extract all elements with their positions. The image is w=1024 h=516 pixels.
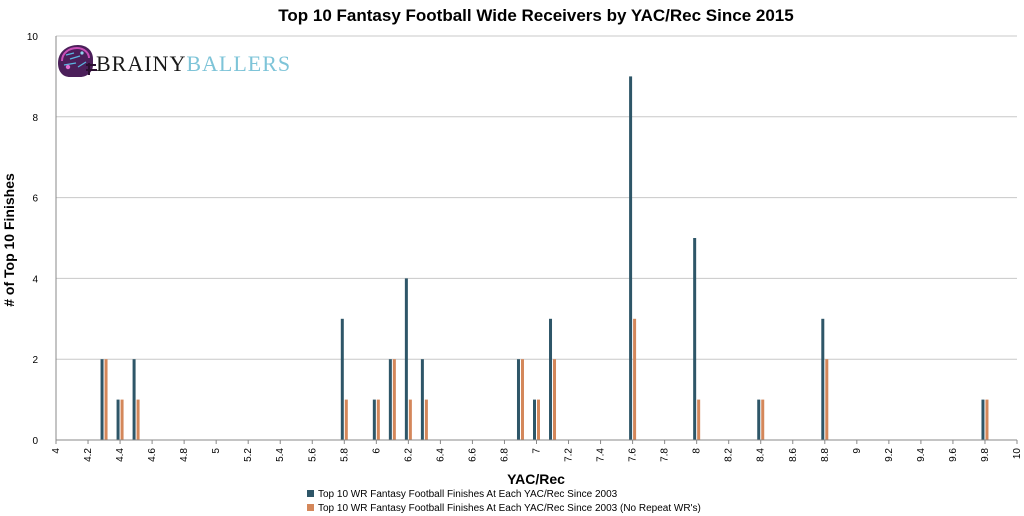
x-tick-label: 8.4 — [756, 448, 767, 462]
x-tick-label: 9.2 — [884, 448, 895, 462]
x-tick-label: 9 — [852, 448, 863, 454]
x-tick-label: 4.4 — [115, 448, 126, 462]
x-tick-label: 9.8 — [980, 448, 991, 462]
bar-series-1 — [516, 359, 520, 440]
bar-series-1 — [116, 399, 120, 440]
x-tick-label: 4 — [51, 448, 62, 454]
y-tick-label: 8 — [32, 113, 38, 124]
x-tick-label: 7 — [532, 448, 543, 454]
bar-series-2 — [104, 359, 108, 440]
bar-series-2 — [537, 399, 540, 440]
legend-swatch — [307, 490, 314, 497]
x-tick-label: 4.6 — [147, 448, 158, 462]
x-tick-label: 5.4 — [275, 448, 286, 462]
y-tick-label: 0 — [32, 436, 38, 447]
football-helmet-icon — [58, 45, 97, 77]
bar-series-1 — [821, 318, 825, 440]
y-axis-title: # of Top 10 Finishes — [1, 173, 17, 307]
bar-series-1 — [340, 318, 344, 440]
x-tick-label: 6.4 — [435, 448, 446, 462]
bar-group — [100, 76, 989, 441]
x-tick-label: 8.2 — [724, 448, 735, 462]
bar-series-1 — [388, 359, 392, 440]
legend-item-series-2: Top 10 WR Fantasy Football Finishes At E… — [307, 503, 701, 514]
axes — [55, 36, 1018, 444]
chart-title: Top 10 Fantasy Football Wide Receivers b… — [278, 6, 793, 25]
x-tick-label: 6.6 — [467, 448, 478, 462]
x-tick-label: 7.6 — [628, 448, 639, 462]
bar-series-1 — [100, 359, 104, 440]
bar-series-2 — [825, 359, 829, 440]
x-tick-label: 8 — [692, 448, 703, 454]
x-axis-title: YAC/Rec — [507, 471, 565, 487]
x-tick-label: 5 — [211, 448, 222, 454]
x-tick-label: 9.6 — [948, 448, 959, 462]
x-tick-label: 8.6 — [788, 448, 799, 462]
legend: Top 10 WR Fantasy Football Finishes At E… — [307, 489, 701, 514]
bar-series-2 — [424, 399, 428, 440]
svg-text:BRAINYBALLERS: BRAINYBALLERS — [96, 51, 291, 76]
y-tick-labels: 0 2 4 6 8 10 — [27, 32, 39, 447]
y-tick-label: 4 — [32, 274, 38, 285]
bar-series-2 — [553, 359, 557, 440]
legend-item-series-1: Top 10 WR Fantasy Football Finishes At E… — [307, 489, 618, 500]
bar-series-2 — [633, 318, 637, 440]
x-tick-label: 6 — [371, 448, 382, 454]
bar-series-1 — [420, 359, 424, 440]
y-tick-label: 6 — [32, 194, 38, 205]
bar-series-1 — [372, 399, 376, 440]
x-tick-label: 4.2 — [83, 448, 94, 462]
y-tick-label: 2 — [32, 355, 38, 366]
bar-series-2 — [408, 399, 412, 440]
x-tick-label: 5.6 — [307, 448, 318, 462]
bar-series-2 — [520, 359, 524, 440]
bar-series-2 — [761, 399, 765, 440]
x-tick-label: 8.8 — [820, 448, 831, 462]
y-tick-label: 10 — [27, 32, 39, 43]
x-tick-label: 7.8 — [660, 448, 671, 462]
bar-series-1 — [404, 278, 408, 440]
bar-series-2 — [697, 399, 701, 440]
legend-label: Top 10 WR Fantasy Football Finishes At E… — [318, 489, 618, 500]
legend-label: Top 10 WR Fantasy Football Finishes At E… — [318, 503, 701, 514]
brand-logo: BRAINYBALLERS — [58, 45, 291, 77]
bar-series-2 — [120, 399, 124, 440]
bar-series-1 — [533, 399, 536, 440]
x-tick-label: 5.8 — [339, 448, 350, 462]
bar-series-2 — [344, 399, 348, 440]
bar-series-2 — [985, 399, 989, 440]
bar-series-2 — [136, 399, 140, 440]
bar-series-1 — [757, 399, 761, 440]
grid-lines — [56, 35, 1017, 441]
x-tick-label: 6.8 — [499, 448, 510, 462]
x-tick-label: 6.2 — [403, 448, 414, 462]
x-tick-label: 10 — [1012, 448, 1023, 460]
bar-series-1 — [629, 76, 633, 441]
legend-swatch — [307, 504, 314, 511]
x-tick-label: 9.4 — [916, 448, 927, 462]
x-tick-label: 7.4 — [596, 448, 607, 462]
x-tick-labels: 4 4.2 4.4 4.6 4.8 5 5.2 5.4 5.6 5.8 6 6.2 6.4 6.6 6.8 7… — [51, 448, 1023, 462]
x-tick-label: 7.2 — [564, 448, 575, 462]
bar-series-1 — [132, 359, 136, 440]
bar-series-1 — [693, 238, 697, 440]
bar-series-2 — [376, 399, 380, 440]
logo-word-ballers: BALLERS — [186, 51, 291, 76]
bar-series-2 — [392, 359, 396, 440]
x-tick-label: 5.2 — [243, 448, 254, 462]
logo-word-brainy: BRAINY — [96, 51, 186, 76]
bar-series-1 — [549, 318, 553, 440]
x-tick-label: 4.8 — [179, 448, 190, 462]
bar-series-1 — [981, 399, 985, 440]
